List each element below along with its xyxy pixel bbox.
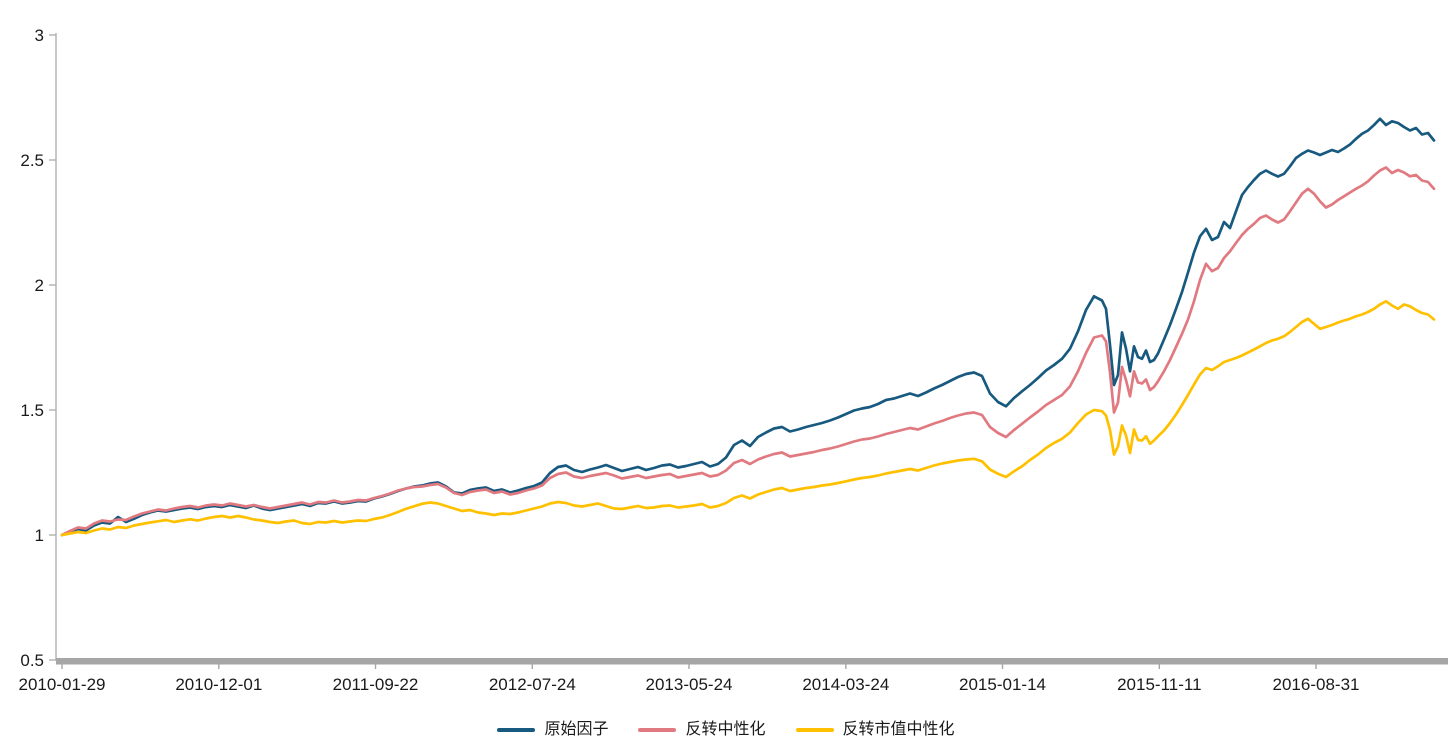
series-line-3: [60, 299, 1436, 537]
x-axis-bar: [56, 658, 1448, 665]
x-axis-tick-label: 2010-01-29: [19, 675, 106, 694]
axes: [49, 33, 1448, 669]
legend-item-2: 反转中性化: [638, 721, 766, 738]
x-axis-tick-label: 2010-12-01: [175, 675, 262, 694]
legend-swatch-icon: [497, 728, 536, 732]
x-axis-tick-label: 2011-09-22: [333, 675, 419, 694]
x-axis-tick-label: 2014-03-24: [802, 675, 889, 694]
y-axis-tick-label: 2: [35, 276, 44, 295]
x-axis-tick-label: 2013-05-24: [646, 675, 733, 694]
chart-legend: 原始因子 反转中性化 反转市值中性化: [0, 722, 1452, 738]
series-line-1: [60, 117, 1436, 537]
y-axis-tick-label: 1: [35, 526, 44, 545]
legend-item-1: 原始因子: [497, 722, 608, 738]
x-axis-tick-label: 2015-11-11: [1117, 675, 1201, 694]
legend-swatch-icon: [638, 728, 677, 732]
legend-swatch-icon: [795, 728, 834, 732]
y-axis-tick-label: 1.5: [20, 401, 44, 420]
x-axis-tick-label: 2012-07-24: [489, 675, 576, 694]
axis-labels: 3 2.5 2 1.5 1 0.5 2010-01-29 2010-12-01 2011-09-…: [19, 26, 1360, 694]
legend-label: 反转市值中性化: [842, 721, 955, 738]
x-axis-tick-label: 2015-01-14: [959, 675, 1046, 694]
legend-label: 原始因子: [544, 721, 609, 738]
series-lines: [60, 117, 1436, 537]
legend-label: 反转中性化: [685, 721, 766, 738]
y-axis-tick-label: 0.5: [20, 651, 44, 670]
y-axis-tick-label: 3: [35, 26, 44, 45]
y-axis-tick-label: 2.5: [20, 151, 44, 170]
x-axis-tick-label: 2016-08-31: [1273, 675, 1360, 694]
legend-item-3: 反转市值中性化: [795, 721, 955, 738]
series-line-2: [60, 166, 1436, 537]
